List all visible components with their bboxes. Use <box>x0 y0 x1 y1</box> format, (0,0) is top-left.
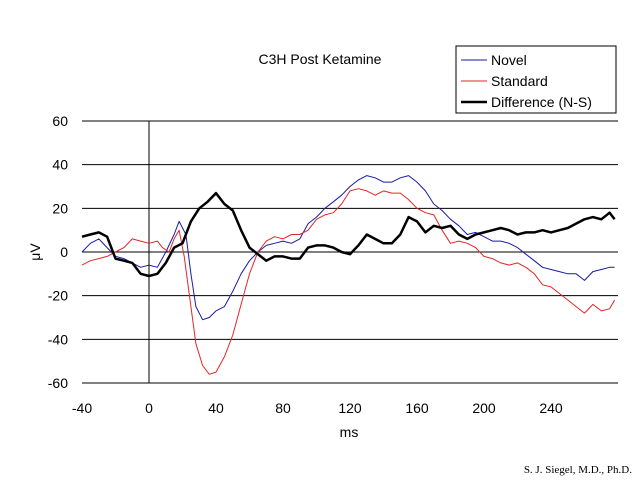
legend-label-difference-n-s: Difference (N-S) <box>491 94 592 110</box>
y-tick-label: -20 <box>48 288 68 304</box>
axes <box>82 121 618 384</box>
y-axis-label: μV <box>27 243 43 261</box>
author-credit: S. J. Siegel, M.D., Ph.D. <box>524 464 632 476</box>
x-tick-label: 240 <box>539 400 563 416</box>
legend-label-standard: Standard <box>491 73 548 89</box>
grid-lines <box>82 120 618 340</box>
chart-title: C3H Post Ketamine <box>259 51 382 67</box>
series-line-difference-n-s <box>81 191 616 278</box>
y-tick-label: 20 <box>52 200 68 216</box>
y-tick-label: -60 <box>48 375 68 391</box>
series-line-standard <box>81 188 616 375</box>
y-tick-label: -40 <box>48 331 68 347</box>
x-tick-label: 200 <box>472 400 496 416</box>
y-tick-label: 0 <box>60 244 68 260</box>
y-tick-label: 60 <box>52 113 68 129</box>
x-tick-label: 160 <box>405 400 429 416</box>
series-lines <box>81 175 616 375</box>
x-tick-label: 40 <box>208 400 224 416</box>
legend: Novel Standard Difference (N-S) <box>455 45 617 114</box>
x-tick-label: -40 <box>72 400 92 416</box>
x-tick-label: 120 <box>338 400 362 416</box>
y-tick-labels: 60 40 20 0 -20 -40 -60 <box>48 113 68 391</box>
x-tick-label: 0 <box>145 400 153 416</box>
y-tick-label: 40 <box>52 157 68 173</box>
x-tick-label: 80 <box>275 400 291 416</box>
legend-label-novel: Novel <box>491 52 527 68</box>
x-axis-label: ms <box>340 424 359 440</box>
x-tick-labels: -40 0 40 80 120 160 200 240 <box>72 400 563 416</box>
series-line-novel <box>81 175 615 321</box>
